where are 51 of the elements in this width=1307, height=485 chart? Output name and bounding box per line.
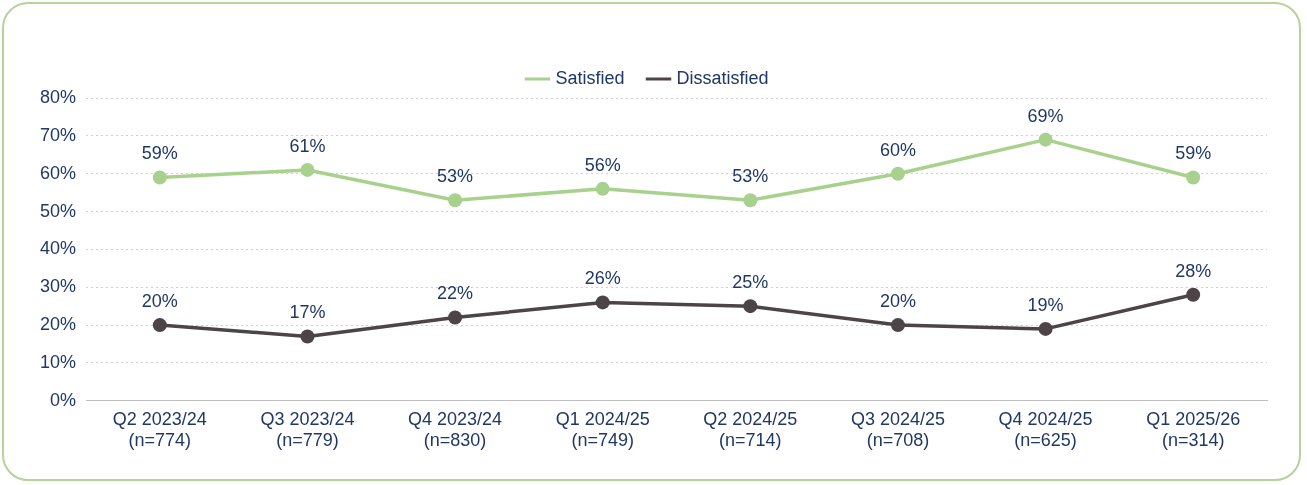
y-tick-label: 70%	[40, 124, 77, 145]
y-tick-label: 40%	[40, 238, 77, 259]
data-label: 56%	[584, 154, 621, 175]
data-label: 25%	[732, 272, 769, 293]
x-tick-label: Q1 2024/25 (n=749)	[555, 408, 650, 451]
data-label: 60%	[879, 139, 916, 160]
data-label: 61%	[289, 135, 326, 156]
data-label: 59%	[141, 143, 178, 164]
point	[300, 329, 315, 344]
point	[300, 162, 315, 177]
data-label: 20%	[141, 291, 178, 312]
x-tick-label: Q1 2025/26 (n=314)	[1146, 408, 1241, 451]
y-tick-label: 0%	[50, 389, 77, 410]
point	[1038, 132, 1053, 147]
data-label: 53%	[732, 166, 769, 187]
x-tick-label: Q3 2024/25 (n=708)	[850, 408, 945, 451]
data-label: 20%	[879, 291, 916, 312]
x-tick-label: Q2 2023/24 (n=774)	[112, 408, 207, 451]
data-label: 69%	[1027, 105, 1064, 126]
data-label: 17%	[289, 302, 326, 323]
point	[890, 318, 905, 333]
data-label: 26%	[584, 268, 621, 289]
data-label: 28%	[1175, 260, 1212, 281]
point	[743, 299, 758, 314]
x-tick-label: Q2 2024/25 (n=714)	[703, 408, 798, 451]
point	[890, 166, 905, 181]
y-tick-label: 30%	[40, 276, 77, 297]
y-tick-label: 20%	[40, 314, 77, 335]
point	[743, 193, 758, 208]
point	[448, 310, 463, 325]
point	[152, 170, 167, 185]
legend-label: Satisfied	[555, 67, 625, 88]
point	[595, 295, 610, 310]
data-label: 22%	[437, 283, 474, 304]
data-label: 53%	[437, 166, 474, 187]
point	[595, 181, 610, 196]
x-tick-label: Q3 2023/24 (n=779)	[260, 408, 355, 451]
y-tick-label: 80%	[40, 86, 77, 107]
y-tick-label: 10%	[40, 351, 77, 372]
point	[1186, 287, 1201, 302]
x-tick-label: Q4 2023/24 (n=830)	[408, 408, 503, 451]
point	[448, 193, 463, 208]
data-label: 19%	[1027, 294, 1064, 315]
x-tick-label: Q4 2024/25 (n=625)	[998, 408, 1093, 451]
point	[1186, 170, 1201, 185]
y-tick-label: 50%	[40, 200, 77, 221]
legend-label: Dissatisfied	[676, 67, 769, 88]
data-label: 59%	[1175, 143, 1212, 164]
y-tick-label: 60%	[40, 162, 77, 183]
point	[152, 318, 167, 333]
point	[1038, 321, 1053, 336]
